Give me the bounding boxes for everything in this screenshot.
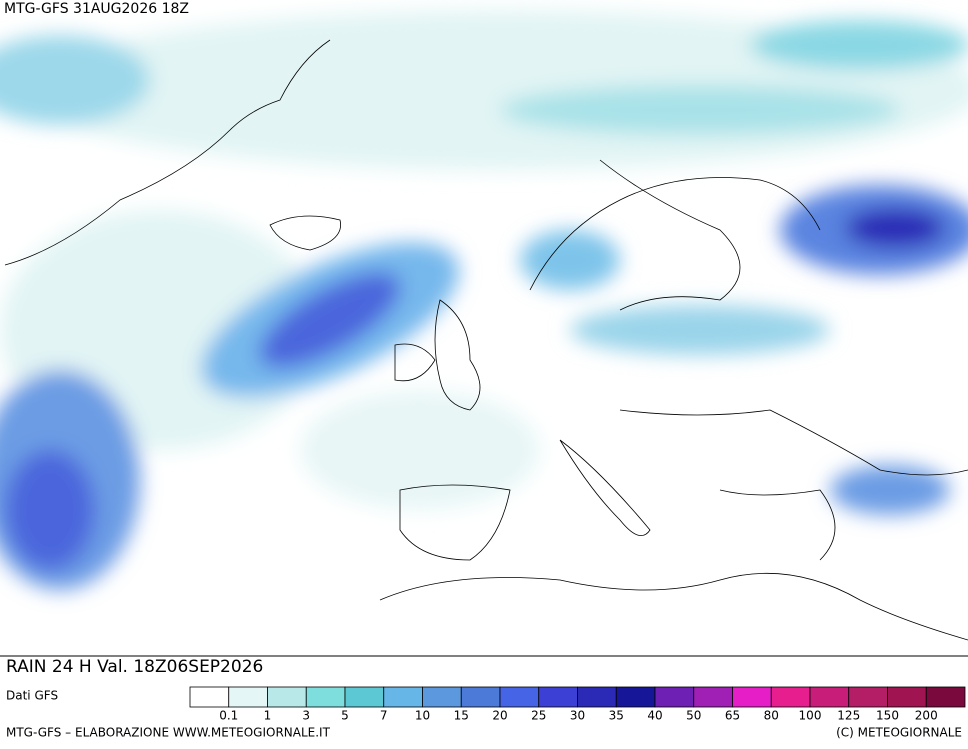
legend-label: 1 xyxy=(264,709,272,723)
legend: 0.1 1 3 5 7 10 15 20 25 30 35 40 50 65 80 100 125 150 200 xyxy=(189,686,966,723)
legend-label: 15 xyxy=(454,709,469,723)
legend-swatch xyxy=(460,686,501,708)
legend-swatch xyxy=(228,686,268,708)
legend-label: 80 xyxy=(764,709,779,723)
legend-label: 65 xyxy=(725,709,740,723)
legend-source: Dati GFS xyxy=(6,689,58,703)
legend-swatch xyxy=(732,686,772,708)
legend-label: 20 xyxy=(492,709,507,723)
footer-left: MTG-GFS – ELABORAZIONE WWW.METEOGIORNALE… xyxy=(6,726,331,740)
legend-swatch xyxy=(499,686,540,708)
legend-label: 0.1 xyxy=(219,709,238,723)
legend-swatch xyxy=(305,686,346,708)
legend-label: 10 xyxy=(415,709,430,723)
legend-swatch xyxy=(383,686,423,708)
legend-swatch xyxy=(887,686,927,708)
map-caption: RAIN 24 H Val. 18Z06SEP2026 xyxy=(6,657,263,677)
legend-label: 50 xyxy=(686,709,701,723)
legend-swatch xyxy=(538,686,578,708)
legend-label: 30 xyxy=(570,709,585,723)
header-title: MTG-GFS 31AUG2026 18Z xyxy=(4,1,189,17)
legend-swatch xyxy=(615,686,656,708)
legend-swatch xyxy=(654,686,695,708)
coastlines xyxy=(4,39,968,641)
legend-swatch xyxy=(925,686,966,708)
legend-swatch xyxy=(693,686,733,708)
legend-swatch xyxy=(809,686,850,708)
map: MTG-GFS 31AUG2026 18Z RAIN 24 H Val. 18Z… xyxy=(0,0,968,677)
legend-label: 3 xyxy=(302,709,310,723)
legend-label: 40 xyxy=(647,709,662,723)
legend-label: 100 xyxy=(799,709,822,723)
precip-field xyxy=(0,10,968,590)
legend-swatch xyxy=(422,686,462,708)
legend-label: 200 xyxy=(915,709,938,723)
footer-right: (C) METEOGIORNALE xyxy=(836,726,962,740)
legend-swatch xyxy=(848,686,888,708)
legend-swatch xyxy=(577,686,617,708)
legend-label: 25 xyxy=(531,709,546,723)
legend-label: 7 xyxy=(380,709,388,723)
legend-swatch xyxy=(344,686,385,708)
legend-swatch xyxy=(189,686,230,708)
legend-label: 35 xyxy=(609,709,624,723)
legend-swatch xyxy=(770,686,811,708)
legend-label: 5 xyxy=(341,709,349,723)
legend-swatch xyxy=(267,686,307,708)
legend-label: 125 xyxy=(837,709,860,723)
legend-label: 150 xyxy=(876,709,899,723)
